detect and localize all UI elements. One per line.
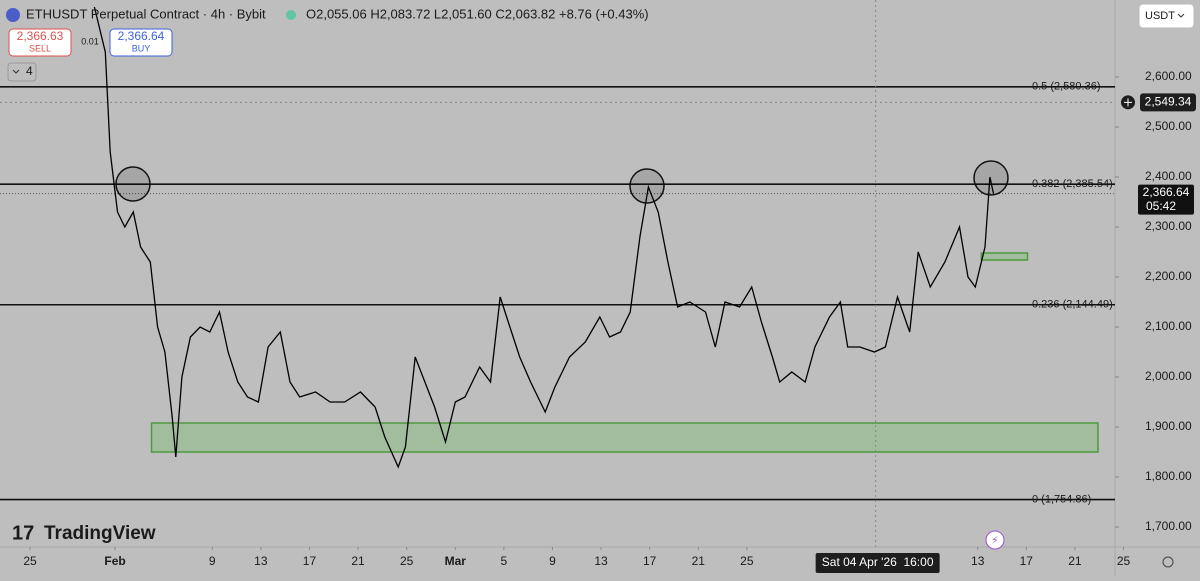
currency[interactable]: USDT (1145, 10, 1175, 22)
currency-button[interactable] (1138, 3, 1195, 29)
x-tick-label: 25 (400, 554, 414, 568)
highlight-circle (973, 160, 1009, 196)
x-tick-label: 25 (23, 554, 37, 568)
y-tick-label: 1,700.00 (1145, 519, 1192, 533)
y-tick-label: 2,000.00 (1145, 369, 1192, 383)
y-tick-label: 1,900.00 (1145, 419, 1192, 433)
status-dot (286, 10, 296, 20)
y-tick-label: 2,500.00 (1145, 119, 1192, 133)
last-price-label: 2,366.64 (1143, 185, 1190, 199)
x-tick-label: 17 (1020, 554, 1034, 568)
fib-label: 0.382 (2,385.54) (1032, 178, 1113, 190)
chevron (1177, 13, 1185, 18)
x-tick-label: 13 (594, 554, 608, 568)
sell-price[interactable]: 2,366.63 (17, 29, 64, 43)
eth-icon (6, 8, 20, 22)
x-tick-label: 5 (501, 554, 508, 568)
y-tick-label: 2,600.00 (1145, 69, 1192, 83)
x-tick-label: 9 (549, 554, 556, 568)
crosshair-x-label: Sat 04 Apr '26 16:00 (822, 555, 934, 569)
event-icon-glyph: ⚡ (991, 536, 998, 547)
price-line (93, 6, 995, 469)
y-tick-label: 2,200.00 (1145, 269, 1192, 283)
brand: TradingView (44, 523, 156, 544)
chevron (12, 69, 20, 74)
spread: 0.01 (81, 36, 99, 46)
x-tick-label: Feb (104, 554, 125, 568)
fib-label: 0.5 (2,580.36) (1032, 81, 1101, 93)
last-price-tag (1138, 184, 1194, 215)
crosshair-y-label: 2,549.34 (1145, 95, 1192, 109)
x-tick-label: Mar (445, 554, 467, 568)
event-icon[interactable] (985, 530, 1005, 550)
x-tick-label: 21 (351, 554, 365, 568)
sell-button[interactable] (8, 28, 72, 57)
y-tick-label: 2,100.00 (1145, 319, 1192, 333)
y-tick-label: 2,400.00 (1145, 169, 1192, 183)
x-tick-label: 25 (740, 554, 754, 568)
buy-button[interactable] (109, 28, 173, 57)
x-tick-label: 21 (692, 554, 706, 568)
zone (150, 422, 1099, 453)
x-tick-label: 25 (1117, 554, 1131, 568)
highlight-circle (115, 166, 151, 202)
sell-label[interactable]: SELL (29, 43, 51, 53)
crosshair-y-tag (1140, 93, 1196, 112)
crosshair-x-tag (815, 553, 940, 573)
y-tick-label: 2,300.00 (1145, 219, 1192, 233)
add-alert-plus (1124, 98, 1132, 107)
x-tick-label: 13 (254, 554, 268, 568)
indicator-count[interactable]: 4 (26, 64, 33, 78)
plot (0, 0, 1115, 547)
zone (980, 252, 1029, 261)
fib-label: 0 (1,754.86) (1032, 493, 1091, 505)
countdown: 05:42 (1146, 199, 1176, 213)
x-tick-label: 21 (1068, 554, 1082, 568)
highlight-circle (629, 168, 665, 204)
x-tick-label: 13 (971, 554, 985, 568)
buy-price[interactable]: 2,366.64 (118, 29, 165, 43)
indicator-toggle[interactable] (7, 62, 37, 82)
ohlc: O2,055.06 H2,083.72 L2,051.60 C2,063.82 … (306, 6, 649, 21)
x-tick-label: 17 (303, 554, 317, 568)
settings-icon[interactable] (1162, 556, 1174, 568)
brand-logo: 17 (12, 522, 34, 544)
y-tick-label: 1,800.00 (1145, 469, 1192, 483)
x-tick-label: 17 (643, 554, 657, 568)
fib-label: 0.236 (2,144.49) (1032, 299, 1113, 311)
symbol-title: ETHUSDT Perpetual Contract · 4h · Bybit (26, 6, 266, 21)
x-tick-label: 9 (209, 554, 216, 568)
buy-label[interactable]: BUY (132, 43, 151, 53)
